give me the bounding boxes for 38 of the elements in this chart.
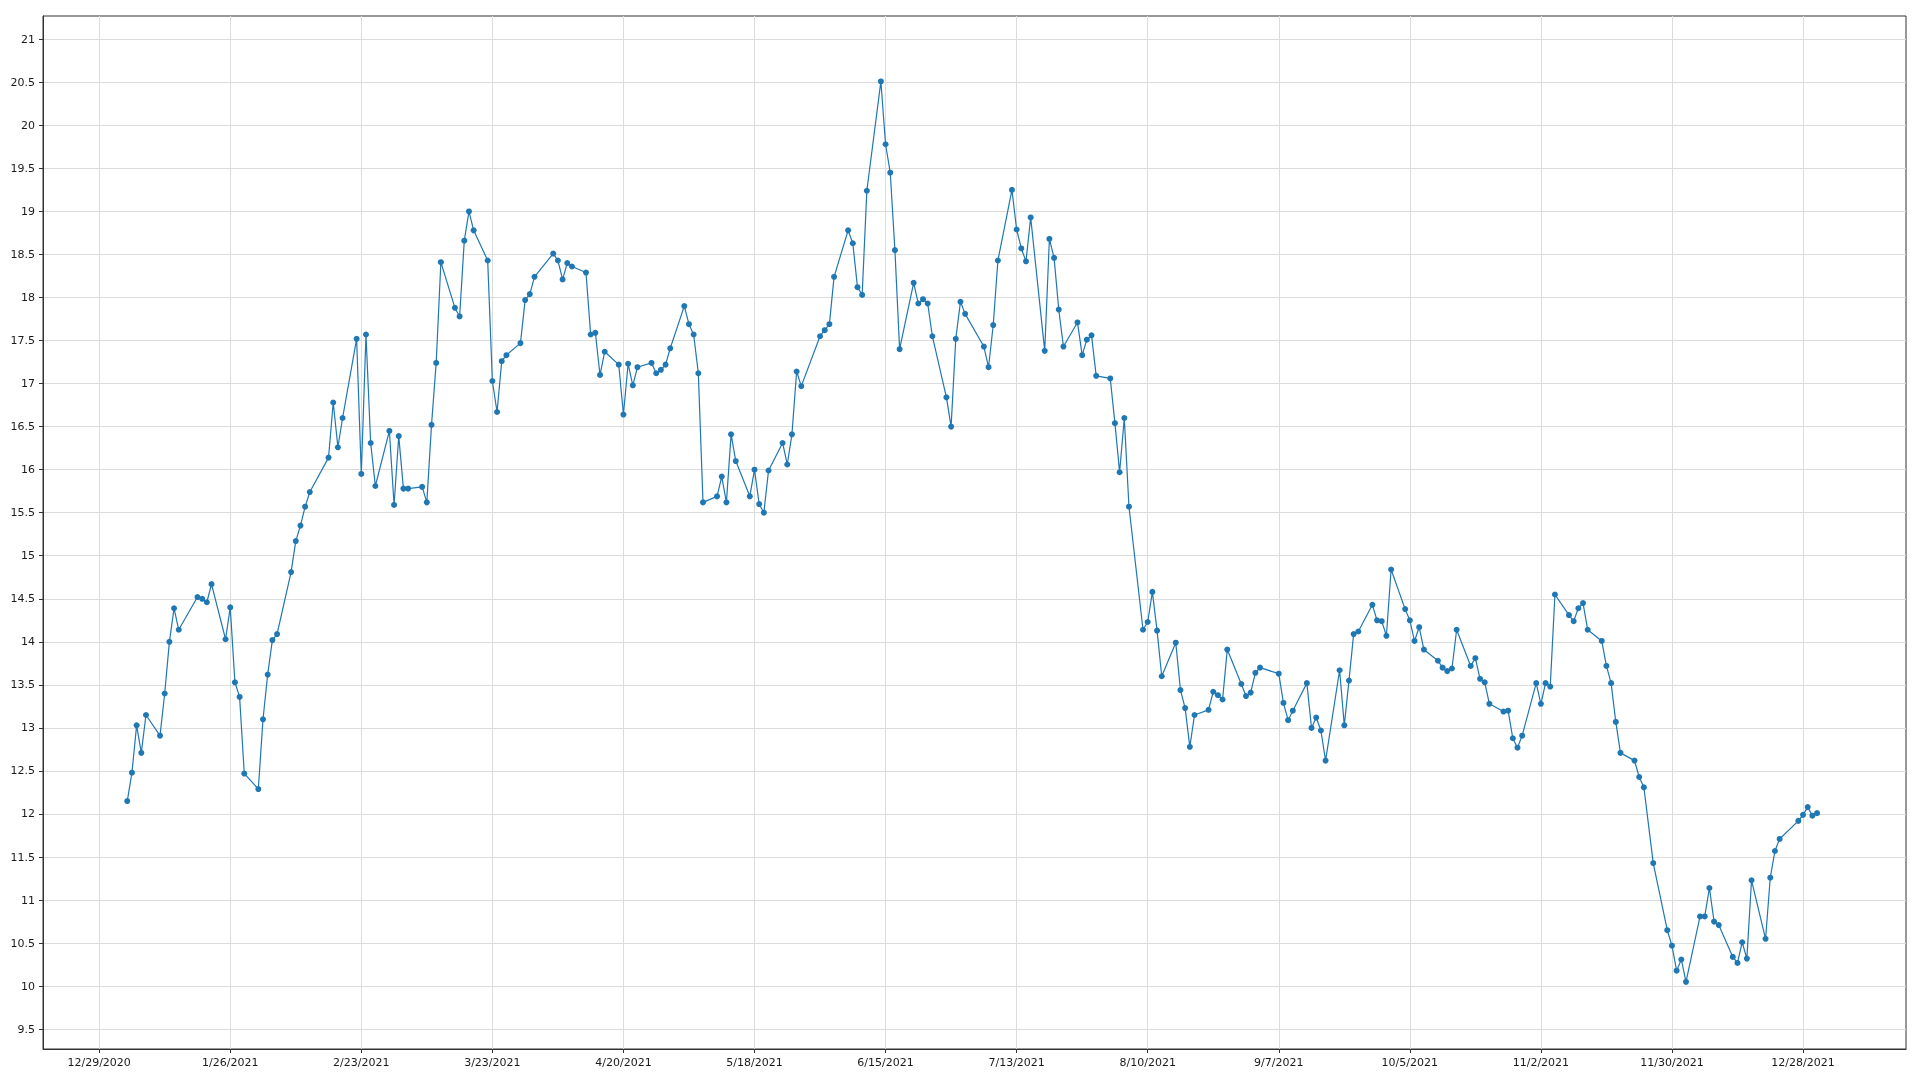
x-tick-label: 10/5/2021 xyxy=(1381,1056,1439,1069)
x-tick-label: 8/10/2021 xyxy=(1119,1056,1176,1069)
y-tick-label: 19 xyxy=(21,204,35,218)
x-tick-label: 11/2/2021 xyxy=(1512,1056,1570,1069)
y-tick-label: 21 xyxy=(21,32,35,46)
y-tick-label: 14 xyxy=(21,635,35,649)
y-tick-label: 15 xyxy=(21,549,35,563)
x-tick-label: 9/7/2021 xyxy=(1254,1056,1304,1069)
y-tick-label: 18.5 xyxy=(10,247,35,261)
y-tick-label: 18 xyxy=(21,290,35,304)
x-tick-label: 11/30/2021 xyxy=(1640,1056,1704,1069)
x-tick-label: 6/15/2021 xyxy=(857,1056,914,1069)
y-tick-label: 17.5 xyxy=(10,334,35,348)
y-tick-label: 20.5 xyxy=(10,75,35,89)
x-tick-label: 7/13/2021 xyxy=(988,1056,1045,1069)
y-tick-label: 14.5 xyxy=(10,592,35,606)
x-tick-label: 12/28/2021 xyxy=(1771,1056,1835,1069)
y-tick-label: 16 xyxy=(21,463,35,477)
y-tick-label: 12 xyxy=(21,807,35,821)
x-tick-label: 3/23/2021 xyxy=(464,1056,521,1069)
x-tick-label: 12/29/2020 xyxy=(67,1056,131,1069)
y-tick-label: 12.5 xyxy=(10,764,35,778)
y-tick-label: 15.5 xyxy=(10,506,35,520)
y-tick-label: 13 xyxy=(21,721,35,735)
x-tick-label: 4/20/2021 xyxy=(595,1056,652,1069)
y-tick-label: 9.5 xyxy=(17,1022,35,1036)
y-tick-label: 10.5 xyxy=(10,936,35,950)
y-tick-label: 10 xyxy=(21,979,35,993)
y-tick-label: 20 xyxy=(21,118,35,132)
x-tick-label: 5/18/2021 xyxy=(726,1056,783,1069)
x-tick-label: 2/23/2021 xyxy=(333,1056,390,1069)
x-tick-label: 1/26/2021 xyxy=(202,1056,259,1069)
y-tick-label: 17 xyxy=(21,377,35,391)
y-tick-label: 11 xyxy=(21,893,35,907)
y-tick-label: 16.5 xyxy=(10,420,35,434)
y-tick-label: 13.5 xyxy=(10,678,35,692)
y-tick-label: 19.5 xyxy=(10,161,35,175)
y-tick-label: 11.5 xyxy=(10,850,35,864)
